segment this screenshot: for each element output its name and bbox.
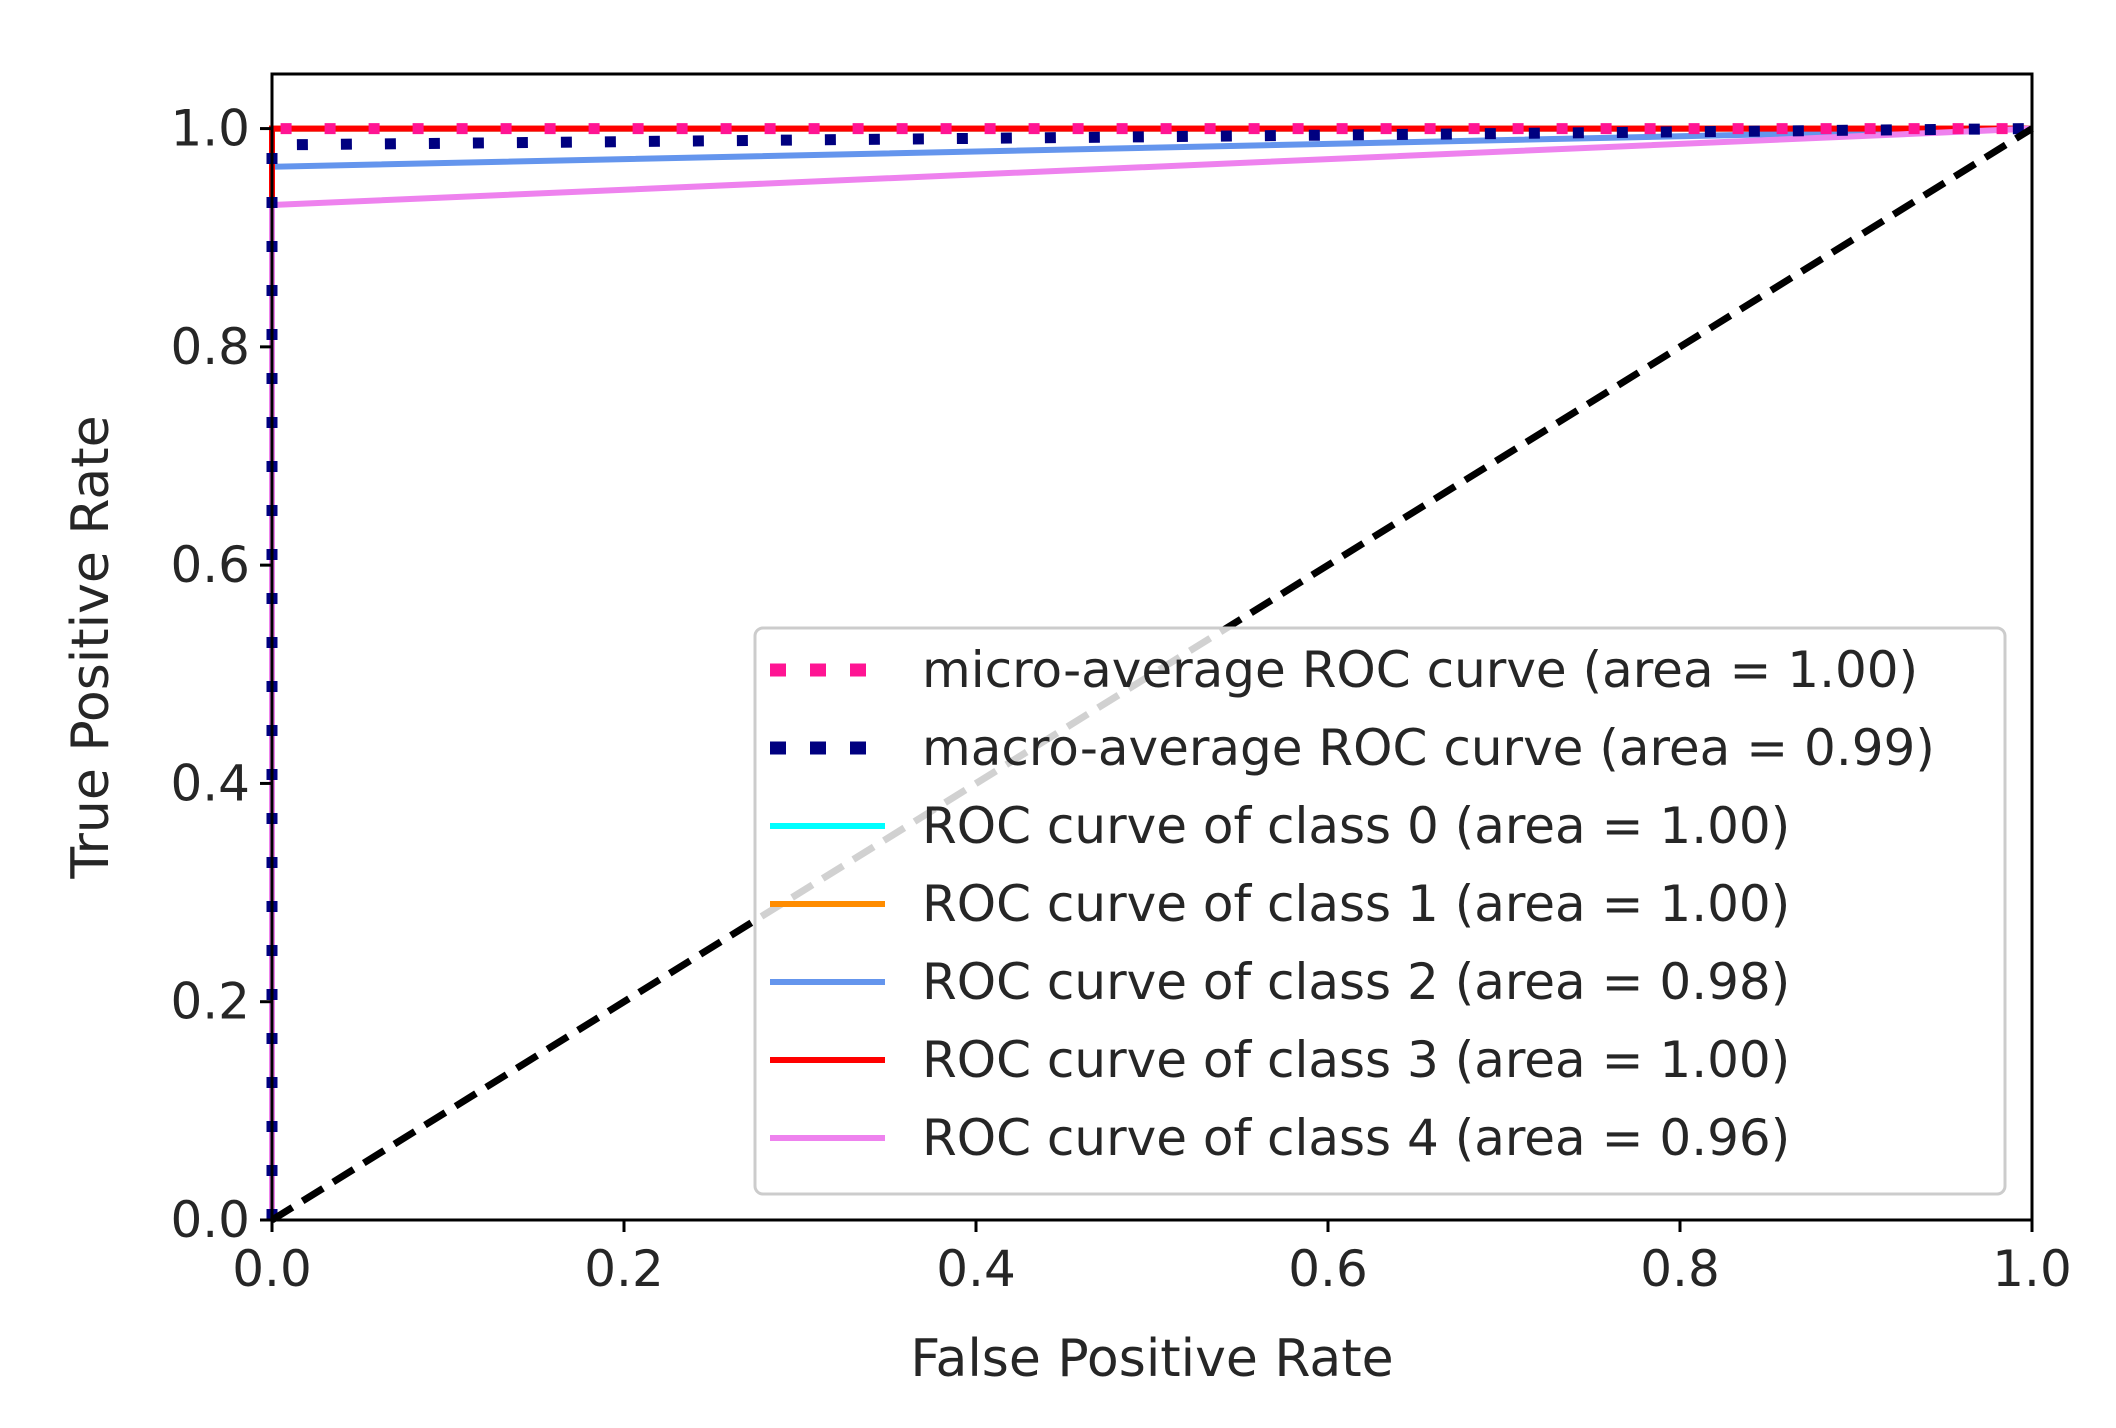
legend-label: ROC curve of class 1 (area = 1.00) [922,875,1790,933]
x-tick-label: 0.8 [1640,1240,1720,1298]
x-tick-label: 0.4 [936,1240,1016,1298]
y-tick-label: 0.6 [170,536,250,594]
y-axis-ticks: 0.0 0.2 0.4 0.6 0.8 1.0 [170,100,272,1249]
legend-label: ROC curve of class 4 (area = 0.96) [922,1109,1790,1167]
x-tick-label: 0.2 [584,1240,664,1298]
y-tick-label: 0.8 [170,318,250,376]
y-tick-label: 0.2 [170,973,250,1031]
plot-frame [270,72,2034,1222]
x-tick-label: 0.0 [232,1240,312,1298]
x-axis-title: False Positive Rate [910,1329,1393,1389]
legend-label: ROC curve of class 2 (area = 0.98) [922,953,1790,1011]
y-axis-title: True Positive Rate [61,415,121,879]
legend-label: macro-average ROC curve (area = 0.99) [922,719,1935,777]
legend-label: micro-average ROC curve (area = 1.00) [922,641,1918,699]
x-tick-label: 0.6 [1288,1240,1368,1298]
legend-label: ROC curve of class 3 (area = 1.00) [922,1031,1790,1089]
y-tick-label: 0.4 [170,754,250,812]
y-tick-label: 1.0 [170,100,250,158]
legend-label: ROC curve of class 0 (area = 1.00) [922,797,1790,855]
legend-frame [753,626,2007,1196]
chance-diagonal-line [270,125,2034,1223]
x-axis-ticks: 0.0 0.2 0.4 0.6 0.8 1.0 [232,1220,2072,1298]
y-tick-label: 0.0 [170,1191,250,1249]
x-tick-label: 1.0 [1992,1240,2072,1298]
legend: micro-average ROC curve (area = 1.00) mac… [753,626,2007,1196]
